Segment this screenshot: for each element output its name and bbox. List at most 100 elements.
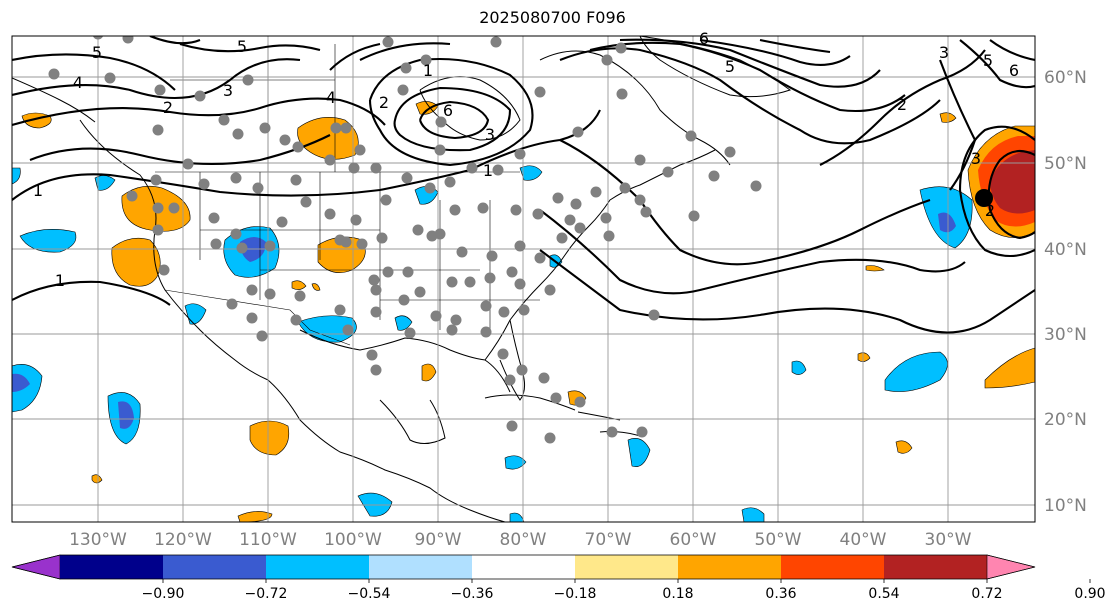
station-dot	[404, 327, 416, 339]
station-dot	[426, 230, 438, 242]
station-dot	[498, 306, 510, 318]
anomaly-positive	[421, 363, 437, 382]
station-dot	[104, 72, 116, 84]
anomaly-negative	[627, 438, 651, 467]
station-dot	[590, 186, 602, 198]
station-dot	[342, 324, 354, 336]
station-dot	[340, 236, 352, 248]
station-dot	[152, 224, 164, 236]
station-dot	[368, 274, 380, 286]
station-dot	[466, 162, 478, 174]
station-dot	[400, 62, 412, 74]
graticule	[12, 36, 1035, 522]
latitude-label: 10°N	[1044, 496, 1087, 516]
anomaly-negative	[504, 455, 527, 470]
station-dot	[232, 128, 244, 140]
station-dot	[456, 246, 468, 258]
contour-label: 1	[483, 161, 493, 180]
anomaly-negative	[884, 351, 948, 392]
station-dot	[182, 158, 194, 170]
contour-label: 6	[1009, 61, 1019, 80]
colorbar-extend-min	[11, 554, 61, 580]
anomaly-strong-negative	[240, 237, 266, 262]
colorbar-segment	[369, 555, 472, 579]
contour-label: 5	[237, 37, 247, 56]
station-dot	[449, 204, 461, 216]
station-dot	[572, 126, 584, 138]
station-dot	[259, 122, 271, 134]
station-dot	[750, 180, 762, 192]
station-dot	[279, 134, 291, 146]
longitude-labels: 130°W 120°W 110°W 100°W 90°W 80°W 70°W 60°W 50°W…	[69, 530, 972, 550]
anomaly-positive	[291, 280, 307, 290]
latitude-label: 60°N	[1044, 68, 1087, 88]
station-dot	[246, 312, 258, 324]
latitude-label: 50°N	[1044, 154, 1087, 174]
station-dot	[370, 364, 382, 376]
longitude-label: 100°W	[324, 530, 382, 550]
station-dot	[230, 228, 242, 240]
colorbar-tick-label: 0.54	[868, 586, 899, 602]
anomaly-negative	[519, 165, 543, 181]
station-dot	[534, 252, 546, 264]
station-dot	[350, 214, 362, 226]
station-dot	[226, 298, 238, 310]
station-dot	[354, 144, 366, 156]
anomaly-positive	[895, 440, 913, 454]
station-dot	[615, 42, 627, 54]
station-dot	[430, 310, 442, 322]
station-dot	[490, 36, 502, 48]
station-dot	[435, 116, 447, 128]
anomaly-positive	[311, 283, 321, 291]
station-dot	[603, 230, 615, 242]
latitude-label: 30°N	[1044, 325, 1087, 345]
longitude-label: 120°W	[154, 530, 212, 550]
station-dot	[514, 240, 526, 252]
station-dot	[446, 276, 458, 288]
colorbar-segment	[678, 555, 781, 579]
station-dot	[480, 300, 492, 312]
station-dot	[446, 324, 458, 336]
colorbar-tick-label: −0.72	[245, 586, 288, 602]
station-dot	[402, 266, 414, 278]
station-dot	[574, 396, 586, 408]
station-dot	[340, 122, 352, 134]
colorbar-tick-label: −0.90	[142, 586, 185, 602]
station-dot	[370, 306, 382, 318]
station-dot	[122, 36, 134, 44]
station-dot	[634, 154, 646, 166]
station-markers	[48, 36, 762, 444]
colorbar-segment	[472, 555, 575, 579]
station-dot	[218, 114, 230, 126]
longitude-label: 80°W	[500, 530, 547, 550]
station-dot	[424, 182, 436, 194]
contour-label: 1	[55, 271, 65, 290]
colorbar-tick-label: −0.36	[451, 586, 494, 602]
station-dot	[534, 86, 546, 98]
contour-label: 3	[971, 149, 981, 168]
station-dot	[570, 198, 582, 210]
anomaly-strong-negative	[118, 401, 134, 429]
station-dot	[252, 182, 264, 194]
colorbar-tick-label: 0.18	[662, 586, 693, 602]
station-dot	[414, 286, 426, 298]
longitude-label: 70°W	[585, 530, 632, 550]
station-dot	[276, 216, 288, 228]
station-dot	[477, 202, 489, 214]
station-dot	[450, 314, 462, 326]
longitude-label: 30°W	[925, 530, 972, 550]
anomaly-positive	[249, 420, 290, 456]
station-dot	[648, 309, 660, 321]
station-dot	[444, 176, 456, 188]
station-dot	[324, 154, 336, 166]
station-dot	[619, 182, 631, 194]
station-dot	[510, 204, 522, 216]
station-dot	[92, 36, 104, 40]
station-dot	[382, 36, 394, 48]
station-dot	[480, 326, 492, 338]
station-dot	[516, 364, 528, 376]
latitude-labels: 60°N 50°N 40°N 30°N 20°N 10°N	[1044, 68, 1087, 516]
anomaly-negative	[741, 507, 765, 522]
station-dot	[324, 208, 336, 220]
